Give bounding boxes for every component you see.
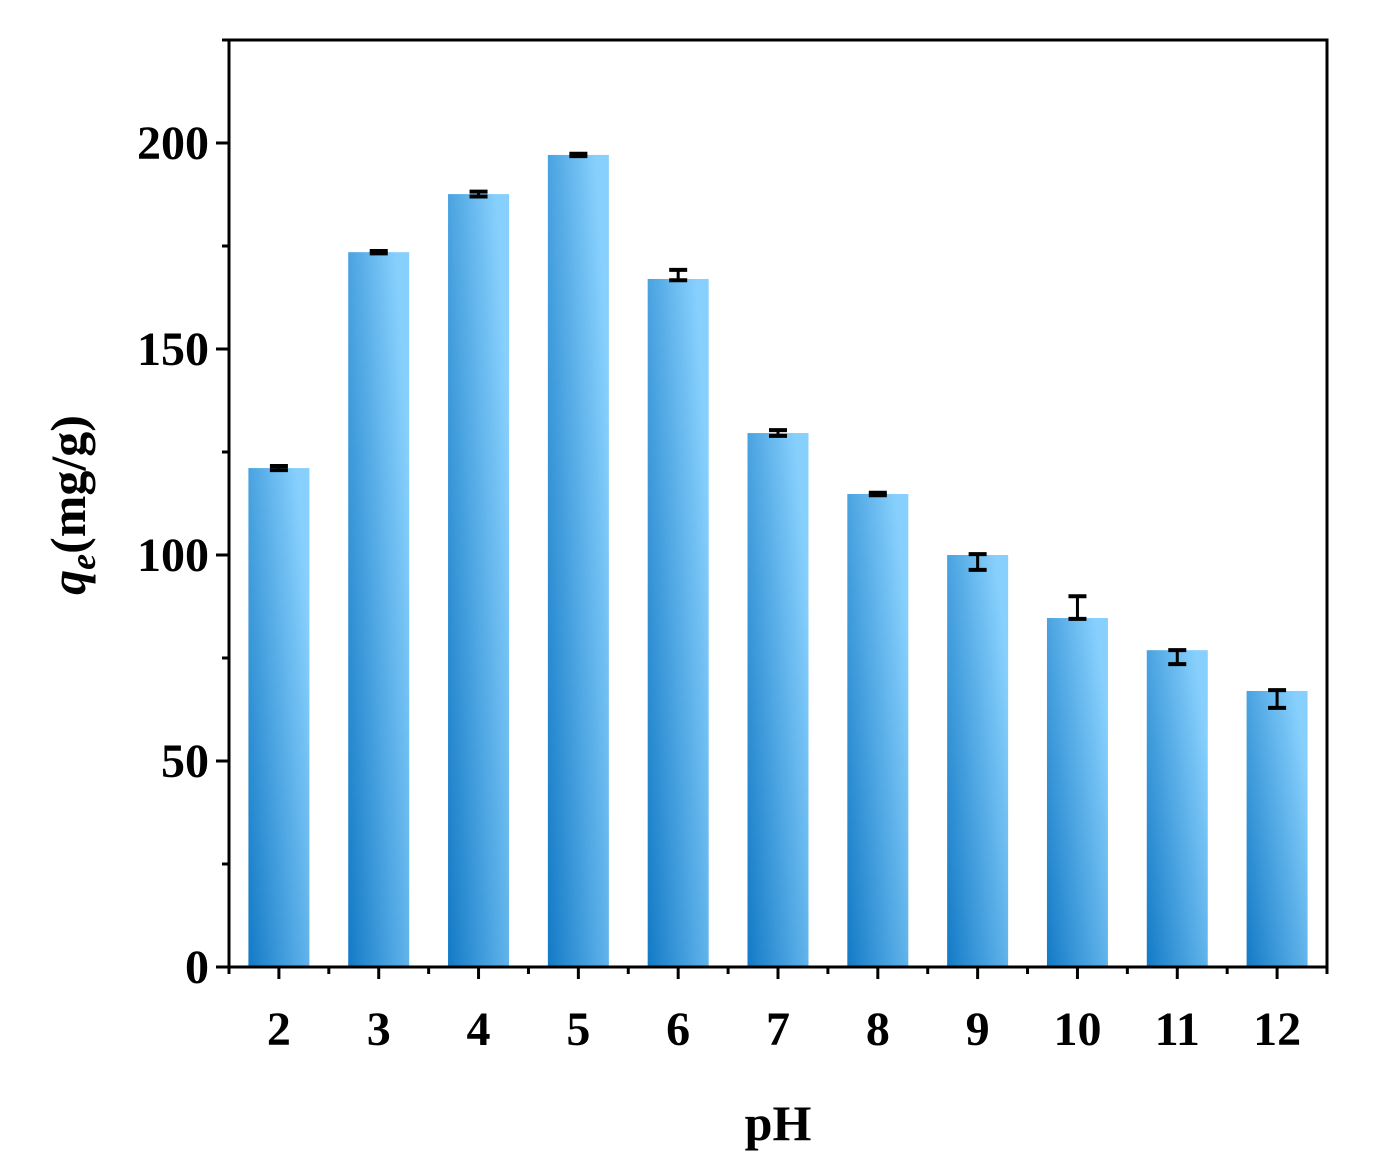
y-tick-label: 150 bbox=[137, 323, 209, 376]
y-axis-label: qe(mg/g) bbox=[40, 415, 103, 595]
bar-pH-6 bbox=[647, 278, 709, 968]
x-tick-label: 4 bbox=[467, 1003, 491, 1056]
bar-pH-4 bbox=[448, 194, 510, 967]
x-tick-label: 3 bbox=[367, 1003, 391, 1056]
x-axis-label: pH bbox=[745, 1095, 812, 1151]
bar-pH-12 bbox=[1246, 690, 1308, 967]
y-tick-label: 100 bbox=[137, 529, 209, 582]
y-tick-label: 200 bbox=[137, 117, 209, 170]
bar-pH-3 bbox=[348, 252, 410, 967]
bar-pH-10 bbox=[1046, 618, 1108, 967]
bar-pH-9 bbox=[947, 555, 1009, 967]
x-tick-label: 11 bbox=[1155, 1003, 1200, 1056]
x-tick-label: 9 bbox=[966, 1003, 990, 1056]
bar-pH-11 bbox=[1146, 650, 1208, 967]
x-tick-label: 5 bbox=[566, 1003, 590, 1056]
x-tick-label: 7 bbox=[766, 1003, 790, 1056]
x-tick-label: 6 bbox=[666, 1003, 690, 1056]
x-tick-label: 8 bbox=[866, 1003, 890, 1056]
x-tick-label: 2 bbox=[267, 1003, 291, 1056]
bar-pH-2 bbox=[248, 468, 310, 967]
y-tick-label: 0 bbox=[185, 941, 209, 994]
bar-pH-8 bbox=[847, 494, 909, 967]
bar-pH-5 bbox=[547, 154, 609, 967]
y-tick-label: 50 bbox=[161, 735, 209, 788]
x-tick-label: 12 bbox=[1253, 1003, 1301, 1056]
bar-pH-7 bbox=[747, 433, 809, 968]
x-tick-label: 10 bbox=[1053, 1003, 1101, 1056]
